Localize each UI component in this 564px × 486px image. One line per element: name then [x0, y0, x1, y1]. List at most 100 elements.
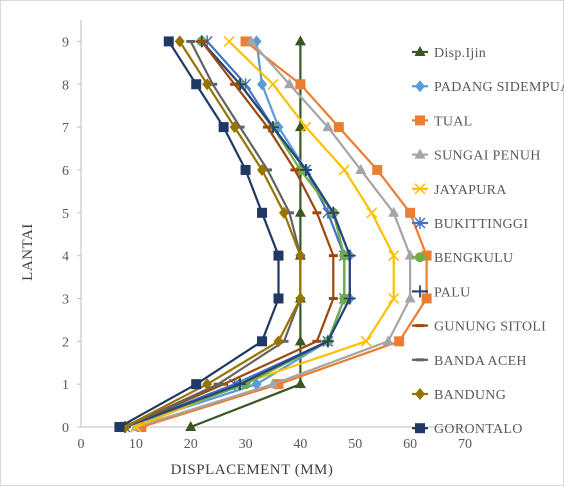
y-tick-label: 6	[62, 164, 69, 179]
data-point	[355, 163, 367, 174]
legend-label: BANDA ACEH	[434, 354, 527, 369]
data-point	[218, 122, 229, 133]
data-point	[185, 421, 197, 431]
data-point	[114, 422, 125, 432]
data-point	[191, 379, 202, 390]
legend-entry: BANDUNG	[412, 388, 506, 403]
data-point	[273, 379, 284, 390]
series-line	[124, 40, 335, 429]
data-point	[300, 121, 312, 133]
legend-entry: Disp.Ijin	[412, 46, 486, 61]
data-point	[245, 35, 257, 46]
data-point	[257, 207, 268, 218]
legend-swatch-marker	[415, 252, 425, 263]
data-point	[283, 78, 295, 89]
data-point	[366, 207, 378, 219]
legend-entry: PALU	[412, 285, 470, 300]
data-point	[263, 168, 273, 172]
x-tick-label: 0	[78, 437, 85, 452]
data-point	[322, 121, 334, 132]
data-point	[213, 382, 223, 386]
y-tick-label: 7	[62, 121, 69, 136]
data-point	[294, 35, 306, 46]
data-point	[294, 335, 306, 346]
y-tick-label: 1	[62, 378, 69, 393]
data-point	[240, 164, 251, 175]
data-point	[382, 335, 394, 346]
data-point	[343, 292, 356, 305]
axes: 0 10 20 30 40 50 60 70 0 1 2 3 4 5 6 7 8 9	[62, 20, 472, 452]
legend-entry: GUNUNG SITOLI	[412, 320, 546, 335]
data-point	[295, 79, 306, 90]
legend-swatch-marker	[415, 115, 425, 126]
data-point	[257, 163, 268, 176]
data-point	[191, 79, 202, 90]
data-point	[294, 378, 306, 389]
legend-swatch-marker	[415, 358, 425, 362]
legend-swatch-marker	[414, 46, 426, 56]
data-point	[421, 293, 432, 304]
legend-entry: BUKITTINGGI	[412, 217, 528, 232]
legend-entry: PADANG SIDEMPUAN	[412, 80, 564, 95]
data-point	[267, 78, 279, 90]
legend: Disp.Ijin PADANG SIDEMPUAN TUAL SUNGAI PENU…	[412, 46, 564, 437]
data-point	[372, 164, 383, 175]
data-point	[240, 36, 251, 47]
data-point	[267, 378, 279, 389]
series-line	[124, 40, 351, 429]
x-tick-label: 40	[293, 437, 307, 452]
legend-swatch-marker	[414, 148, 426, 159]
data-point	[273, 293, 284, 304]
data-point	[295, 249, 306, 262]
y-tick-label: 0	[62, 421, 69, 436]
x-tick-label: 10	[129, 437, 143, 452]
legend-label: PADANG SIDEMPUAN	[434, 80, 564, 95]
data-point	[394, 336, 405, 347]
legend-swatch-marker	[415, 80, 425, 93]
data-point	[290, 168, 300, 172]
legend-entry: JAYAPURA	[412, 183, 507, 198]
legend-swatch-marker	[414, 217, 426, 229]
data-point	[273, 250, 284, 261]
data-point	[321, 335, 334, 348]
data-point	[202, 78, 213, 91]
legend-label: Disp.Ijin	[434, 46, 486, 61]
data-point	[312, 211, 322, 215]
series-banda-aceh	[120, 39, 305, 429]
data-point	[405, 207, 416, 218]
y-tick-label: 2	[62, 335, 69, 350]
legend-swatch-marker	[415, 388, 425, 400]
data-point	[257, 336, 268, 347]
y-axis-title: LANTAI	[20, 223, 36, 281]
series-gorontalo	[114, 36, 284, 432]
x-tick-label: 20	[184, 437, 198, 452]
series-line	[124, 40, 346, 429]
data-point	[136, 422, 147, 432]
x-tick-label: 60	[403, 437, 417, 452]
legend-swatch-marker	[414, 183, 426, 195]
y-tick-label: 3	[62, 292, 69, 307]
data-point	[328, 254, 338, 258]
data-point	[197, 39, 207, 43]
data-point	[295, 292, 306, 305]
data-point	[388, 250, 400, 262]
data-point	[404, 292, 416, 303]
data-point	[219, 382, 229, 386]
data-point	[257, 78, 268, 91]
data-point	[234, 378, 247, 391]
data-point	[230, 82, 240, 86]
data-point	[328, 296, 338, 300]
data-point	[278, 206, 289, 219]
legend-label: GUNUNG SITOLI	[434, 320, 546, 335]
series-line	[124, 40, 302, 428]
series-line	[124, 40, 302, 428]
legend-swatch-marker	[414, 285, 426, 298]
data-point	[284, 211, 294, 215]
series-group	[114, 35, 432, 433]
y-tick-label: 4	[62, 250, 69, 265]
legend-entry: SUNGAI PENUH	[412, 148, 540, 164]
data-point	[251, 378, 262, 391]
legend-label: BUKITTINGGI	[434, 217, 528, 232]
